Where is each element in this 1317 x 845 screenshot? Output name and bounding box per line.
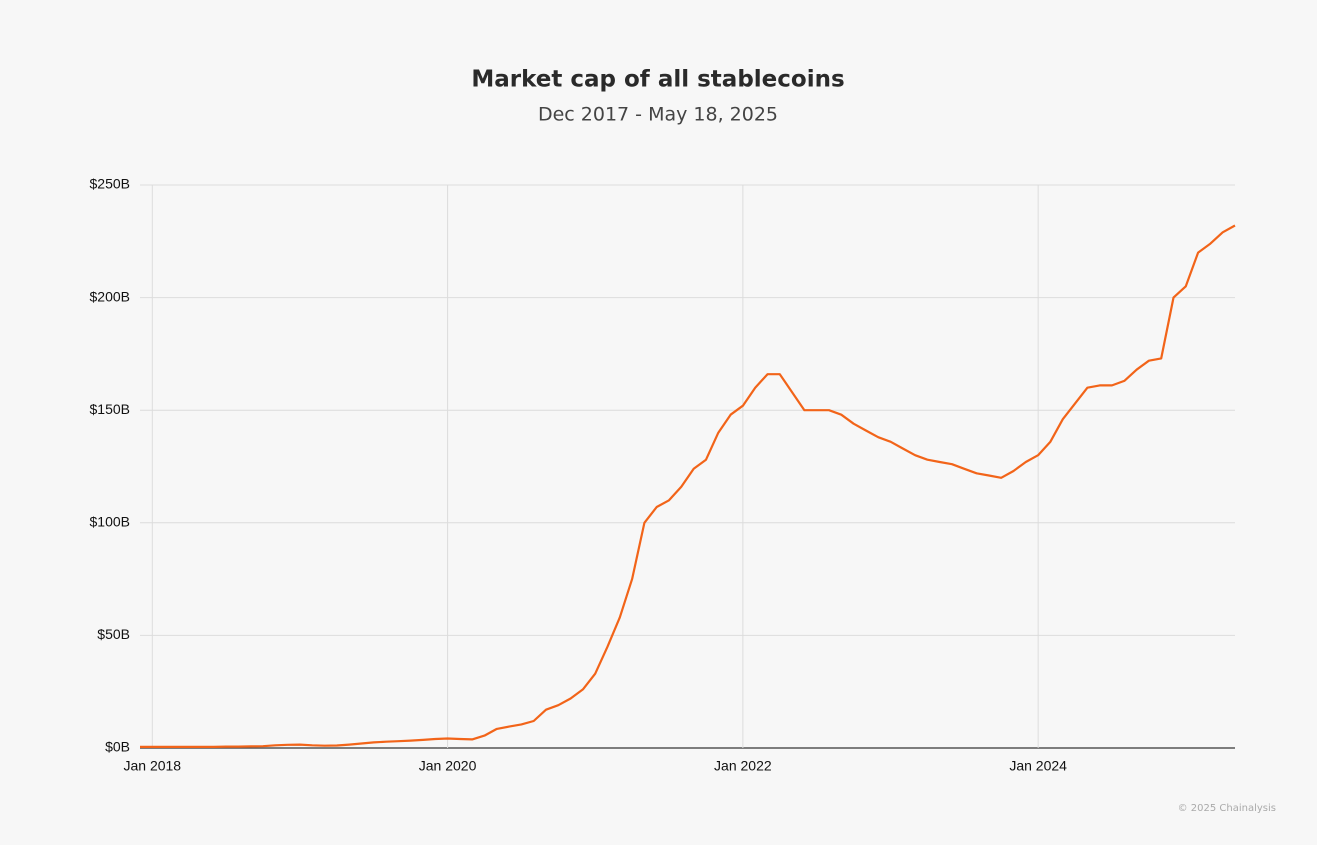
data-line — [140, 224, 1236, 748]
x-tick-label: Jan 2024 — [1009, 758, 1067, 774]
chart-title: Market cap of all stablecoins — [471, 67, 844, 93]
chart-subtitle: Dec 2017 - May 18, 2025 — [538, 104, 778, 126]
x-tick-label: Jan 2018 — [123, 758, 181, 774]
credit: © 2025 Chainalysis — [1178, 803, 1276, 814]
x-tick-label: Jan 2020 — [419, 758, 477, 774]
y-tick-label: $150B — [90, 401, 130, 417]
y-tick-label: $50B — [97, 626, 130, 642]
x-tick-label: Jan 2022 — [714, 758, 772, 774]
y-tick-label: $200B — [90, 288, 130, 304]
y-tick-label: $100B — [90, 514, 130, 530]
y-tick-label: $250B — [90, 176, 130, 192]
y-tick-label: $0B — [105, 739, 130, 755]
